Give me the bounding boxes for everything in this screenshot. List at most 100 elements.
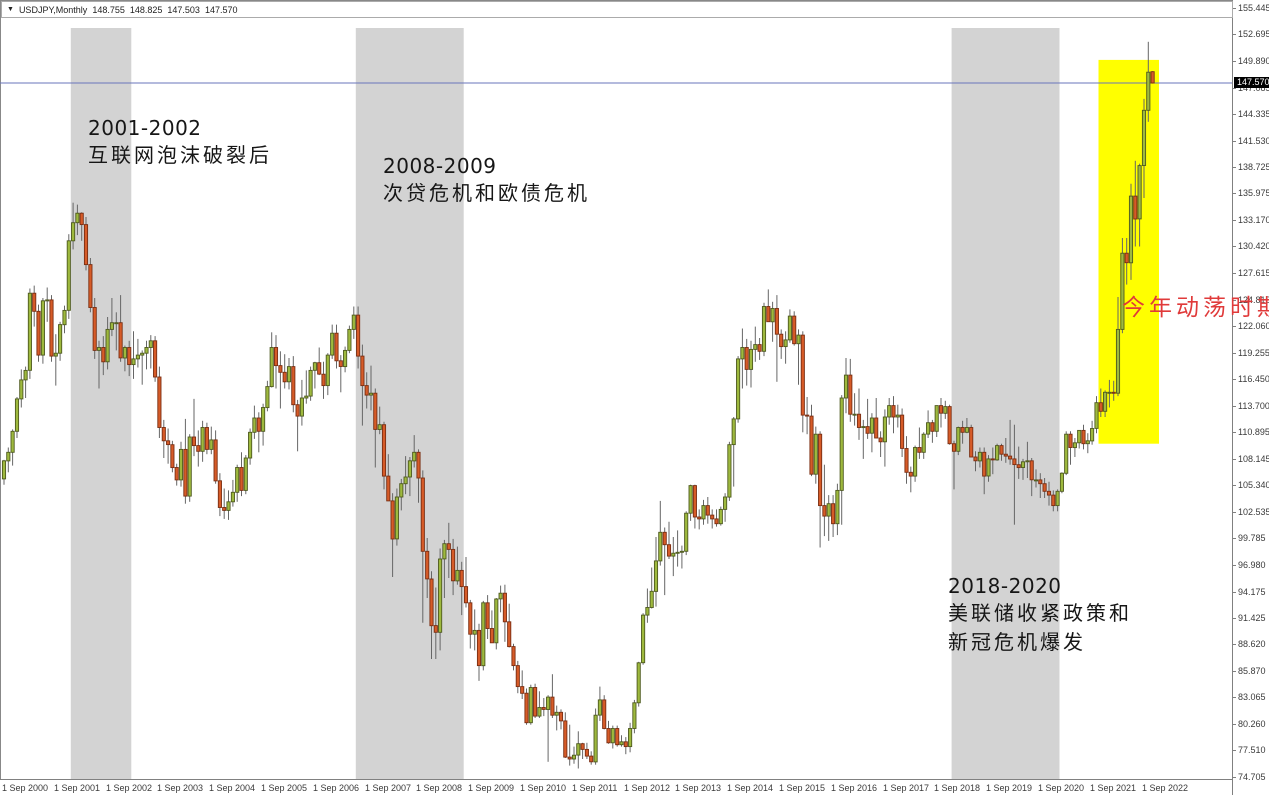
price-tick-mark xyxy=(1233,406,1236,407)
price-tick-mark xyxy=(1233,167,1236,168)
annotation-text: 次贷危机和欧债危机 xyxy=(383,183,590,205)
price-tick-label: 94.175 xyxy=(1238,587,1266,597)
time-tick-label: 1 Sep 2001 xyxy=(54,783,101,793)
price-tick-label: 147.085 xyxy=(1238,83,1269,93)
price-tick-mark xyxy=(1233,512,1236,513)
price-tick-mark xyxy=(1233,618,1236,619)
price-tick-mark xyxy=(1233,459,1236,460)
price-tick-mark xyxy=(1233,114,1236,115)
time-tick-label: 1 Sep 2020 xyxy=(1038,783,1085,793)
price-tick-mark xyxy=(1233,34,1236,35)
time-tick-label: 1 Sep 2003 xyxy=(157,783,204,793)
time-tick-label: 1 Sep 2015 xyxy=(779,783,826,793)
price-tick-mark xyxy=(1233,750,1236,751)
price-tick-label: 102.535 xyxy=(1238,507,1269,517)
price-tick-mark xyxy=(1233,724,1236,725)
symbol-label: USDJPY,Monthly xyxy=(18,4,88,15)
time-tick-label: 1 Sep 2004 xyxy=(209,783,256,793)
price-line-tag: 147.570 xyxy=(1234,77,1269,88)
price-axis[interactable]: 147.570 155.445 152.695 149.890 147.085 144.… xyxy=(1232,0,1269,795)
price-tick-label: 138.725 xyxy=(1238,162,1269,172)
price-tick-label: 85.870 xyxy=(1238,666,1266,676)
price-tick-mark xyxy=(1233,8,1236,9)
annotation-fed-covid[interactable]: 2018-2020 美联储收紧政策和 新冠危机爆发 xyxy=(948,572,1132,658)
price-tick-mark xyxy=(1233,671,1236,672)
time-tick-label: 1 Sep 2002 xyxy=(106,783,153,793)
quote-open: 148.755 xyxy=(92,4,125,15)
price-tick-label: 135.975 xyxy=(1238,188,1269,198)
time-tick-label: 1 Sep 2005 xyxy=(261,783,308,793)
price-tick-mark xyxy=(1233,273,1236,274)
price-tick-mark xyxy=(1233,592,1236,593)
price-tick-mark xyxy=(1233,300,1236,301)
price-tick-label: 105.340 xyxy=(1238,480,1269,490)
price-tick-mark xyxy=(1233,538,1236,539)
chevron-down-icon[interactable]: ▼ xyxy=(7,6,14,13)
price-tick-mark xyxy=(1233,777,1236,778)
price-tick-label: 74.705 xyxy=(1238,772,1266,782)
price-tick-label: 83.065 xyxy=(1238,692,1266,702)
time-tick-label: 1 Sep 2010 xyxy=(520,783,567,793)
price-tick-label: 127.615 xyxy=(1238,268,1269,278)
annotation-text: 美联储收紧政策和 xyxy=(948,603,1132,625)
price-tick-label: 77.510 xyxy=(1238,745,1266,755)
annotation-subprime-crisis[interactable]: 2008-2009 次贷危机和欧债危机 xyxy=(383,152,590,209)
price-tick-mark xyxy=(1233,353,1236,354)
price-tick-label: 144.335 xyxy=(1238,109,1269,119)
price-tick-mark xyxy=(1233,379,1236,380)
time-tick-label: 1 Sep 2013 xyxy=(675,783,722,793)
price-tick-label: 96.980 xyxy=(1238,560,1266,570)
price-tick-label: 130.420 xyxy=(1238,241,1269,251)
price-tick-mark xyxy=(1233,193,1236,194)
time-tick-label: 1 Sep 2021 xyxy=(1090,783,1137,793)
price-tick-label: 113.700 xyxy=(1238,401,1269,411)
price-chart[interactable] xyxy=(0,0,1232,779)
price-tick-label: 108.145 xyxy=(1238,454,1269,464)
price-tick-mark xyxy=(1233,485,1236,486)
annotation-this-year-turbulence[interactable]: 今年动荡时期 xyxy=(1122,295,1269,320)
time-tick-label: 1 Sep 2007 xyxy=(365,783,412,793)
time-axis[interactable]: 1 Sep 2000 1 Sep 2001 1 Sep 2002 1 Sep 2003… xyxy=(0,779,1232,795)
plot-frame xyxy=(0,0,1232,779)
time-tick-label: 1 Sep 2017 xyxy=(883,783,930,793)
price-tick-mark xyxy=(1233,697,1236,698)
time-tick-label: 1 Sep 2009 xyxy=(468,783,515,793)
price-tick-label: 152.695 xyxy=(1238,29,1269,39)
time-tick-label: 1 Sep 2000 xyxy=(2,783,49,793)
time-tick-label: 1 Sep 2006 xyxy=(313,783,360,793)
price-tick-label: 149.890 xyxy=(1238,56,1269,66)
price-tick-label: 99.785 xyxy=(1238,533,1266,543)
price-tick-label: 155.445 xyxy=(1238,3,1269,13)
price-tick-mark xyxy=(1233,326,1236,327)
price-tick-label: 110.895 xyxy=(1238,427,1269,437)
annotation-years: 2001-2002 xyxy=(88,116,202,140)
time-tick-label: 1 Sep 2014 xyxy=(727,783,774,793)
time-tick-label: 1 Sep 2008 xyxy=(416,783,463,793)
price-tick-label: 122.060 xyxy=(1238,321,1269,331)
quote-low: 147.503 xyxy=(167,4,200,15)
price-tick-mark xyxy=(1233,220,1236,221)
price-tick-mark xyxy=(1233,432,1236,433)
price-tick-mark xyxy=(1233,61,1236,62)
price-tick-label: 116.450 xyxy=(1238,374,1269,384)
time-tick-label: 1 Sep 2012 xyxy=(624,783,671,793)
time-tick-label: 1 Sep 2011 xyxy=(572,783,618,793)
price-tick-label: 80.260 xyxy=(1238,719,1266,729)
annotation-text: 新冠危机爆发 xyxy=(948,632,1086,654)
quote-close: 147.570 xyxy=(204,4,238,15)
annotation-years: 2018-2020 xyxy=(948,574,1062,598)
annotation-years: 2008-2009 xyxy=(383,154,497,178)
time-tick-label: 1 Sep 2018 xyxy=(934,783,981,793)
price-tick-label: 88.620 xyxy=(1238,639,1266,649)
price-tick-label: 124.810 xyxy=(1238,295,1269,305)
price-tick-mark xyxy=(1233,246,1236,247)
annotation-text: 互联网泡沫破裂后 xyxy=(88,145,272,167)
time-tick-label: 1 Sep 2019 xyxy=(986,783,1033,793)
symbol-header: ▼ USDJPY,Monthly 148.755 148.825 147.503… xyxy=(1,1,1233,18)
price-tick-label: 91.425 xyxy=(1238,613,1266,623)
price-tick-label: 119.255 xyxy=(1238,348,1269,358)
price-tick-mark xyxy=(1233,88,1236,89)
annotation-dotcom-bubble[interactable]: 2001-2002 互联网泡沫破裂后 xyxy=(88,114,272,171)
price-tick-label: 141.530 xyxy=(1238,136,1269,146)
